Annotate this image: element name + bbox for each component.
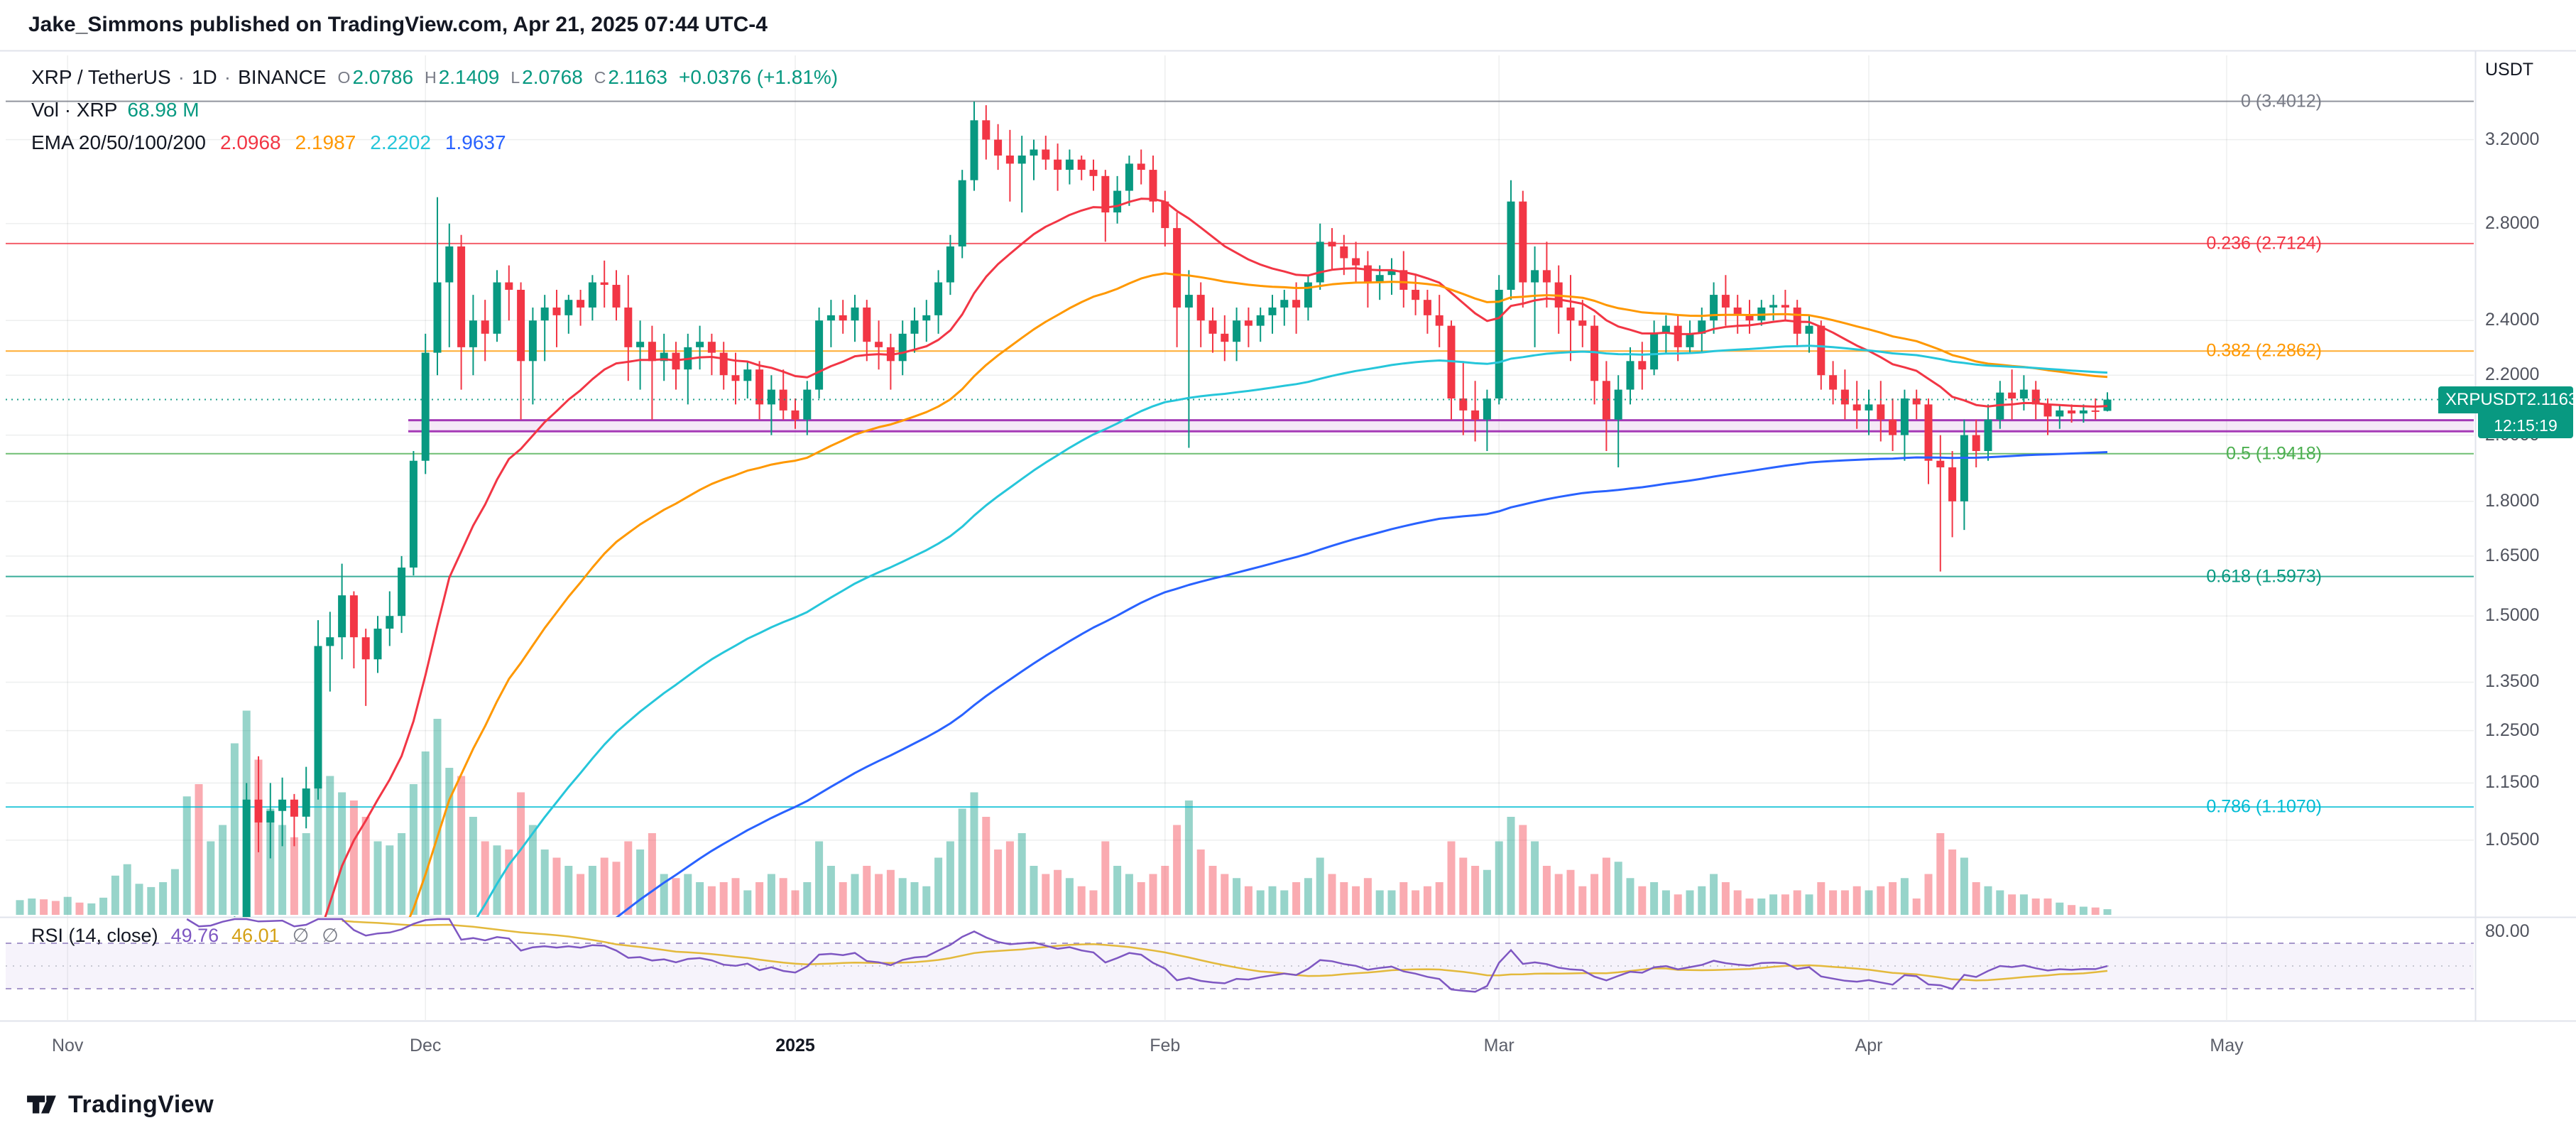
rsi-empty-value: ∅	[322, 925, 339, 946]
ema-label: EMA 20/50/100/200	[31, 131, 206, 153]
ema-100-line	[476, 344, 2108, 917]
ema-legend-row[interactable]: EMA 20/50/100/200 2.0968 2.1987 2.2202 1…	[31, 126, 838, 159]
tradingview-logo-icon	[27, 1095, 56, 1114]
rsi-line	[186, 918, 2108, 993]
candlestick-series	[234, 101, 2112, 917]
price-tick-label: 1.6500	[2485, 545, 2540, 565]
volume-label: Vol · XRP	[31, 99, 118, 121]
close-value: 2.1163	[608, 66, 667, 88]
bar-countdown: 12:15:19	[2478, 413, 2573, 438]
ema-20-line	[324, 197, 2108, 917]
high-value: 2.1409	[438, 66, 500, 88]
change-value: +0.0376 (+1.81%)	[678, 66, 839, 88]
rsi-legend-row[interactable]: RSI (14, close) 49.76 46.01 ∅ ∅	[31, 925, 339, 947]
price-tick-label: 1.8000	[2485, 490, 2540, 511]
volume-value: 68.98 M	[127, 99, 200, 121]
price-scale-currency[interactable]: USDT	[2485, 60, 2534, 80]
rsi-empty-value: ∅	[292, 925, 310, 946]
badge-symbol: XRPUSDT	[2445, 389, 2527, 409]
volume-series	[16, 710, 2112, 915]
tradingview-brand-text: TradingView	[68, 1090, 214, 1118]
rsi-ma-value: 46.01	[231, 925, 280, 946]
exchange-label: BINANCE	[238, 66, 327, 88]
open-label: O	[337, 67, 351, 87]
tradingview-footer[interactable]: TradingView	[26, 1088, 214, 1121]
last-price-badge: XRPUSDT 2.1163	[2438, 386, 2576, 413]
rsi-pane	[6, 918, 2474, 993]
price-tick-label: 1.5000	[2485, 605, 2540, 626]
badge-price: 2.1163	[2526, 389, 2576, 409]
pane-separators	[0, 50, 2576, 1022]
rsi-value: 49.76	[170, 925, 219, 946]
rsi-label: RSI (14, close)	[31, 925, 158, 946]
ema100-value: 2.2202	[370, 131, 431, 153]
low-label: L	[511, 67, 520, 87]
ema-50-line	[408, 272, 2108, 917]
price-tick-label: 3.2000	[2485, 129, 2540, 149]
interval-label[interactable]: 1D	[191, 66, 217, 88]
price-tick-label: 2.2000	[2485, 364, 2540, 385]
low-value: 2.0768	[522, 66, 583, 88]
parallel-channel[interactable]	[408, 419, 2474, 433]
price-tick-label: 1.3500	[2485, 671, 2540, 692]
legend-separator: ·	[224, 66, 231, 88]
price-tick-label: 1.0500	[2485, 829, 2540, 849]
legend-separator: ·	[178, 66, 185, 88]
price-scale[interactable]: USDT 3.20002.80002.40002.20002.00001.800…	[2475, 0, 2576, 1140]
symbol-legend-row[interactable]: XRP / TetherUS · 1D · BINANCE O 2.0786 H…	[31, 61, 838, 94]
price-tick-label: 1.1500	[2485, 772, 2540, 793]
ema-200-line	[615, 451, 2108, 917]
volume-legend-row[interactable]: Vol · XRP 68.98 M	[31, 94, 838, 126]
open-value: 2.0786	[352, 66, 414, 88]
rsi-tick-label: 80.00	[2485, 921, 2530, 941]
ema50-value: 2.1987	[295, 131, 356, 153]
price-tick-label: 2.8000	[2485, 212, 2540, 233]
price-tick-label: 1.2500	[2485, 720, 2540, 740]
fib-retracement-lines[interactable]	[6, 100, 2474, 808]
high-label: H	[425, 67, 437, 87]
attribution-header: Jake_Simmons published on TradingView.co…	[28, 13, 768, 36]
symbol-title[interactable]: XRP / TetherUS	[31, 66, 171, 88]
price-tick-label: 2.4000	[2485, 310, 2540, 330]
close-label: C	[594, 67, 606, 87]
chart-legend: XRP / TetherUS · 1D · BINANCE O 2.0786 H…	[31, 61, 838, 159]
ema200-value: 1.9637	[444, 131, 506, 153]
rsi-ma-line	[342, 920, 2108, 982]
ema20-value: 2.0968	[219, 131, 281, 153]
